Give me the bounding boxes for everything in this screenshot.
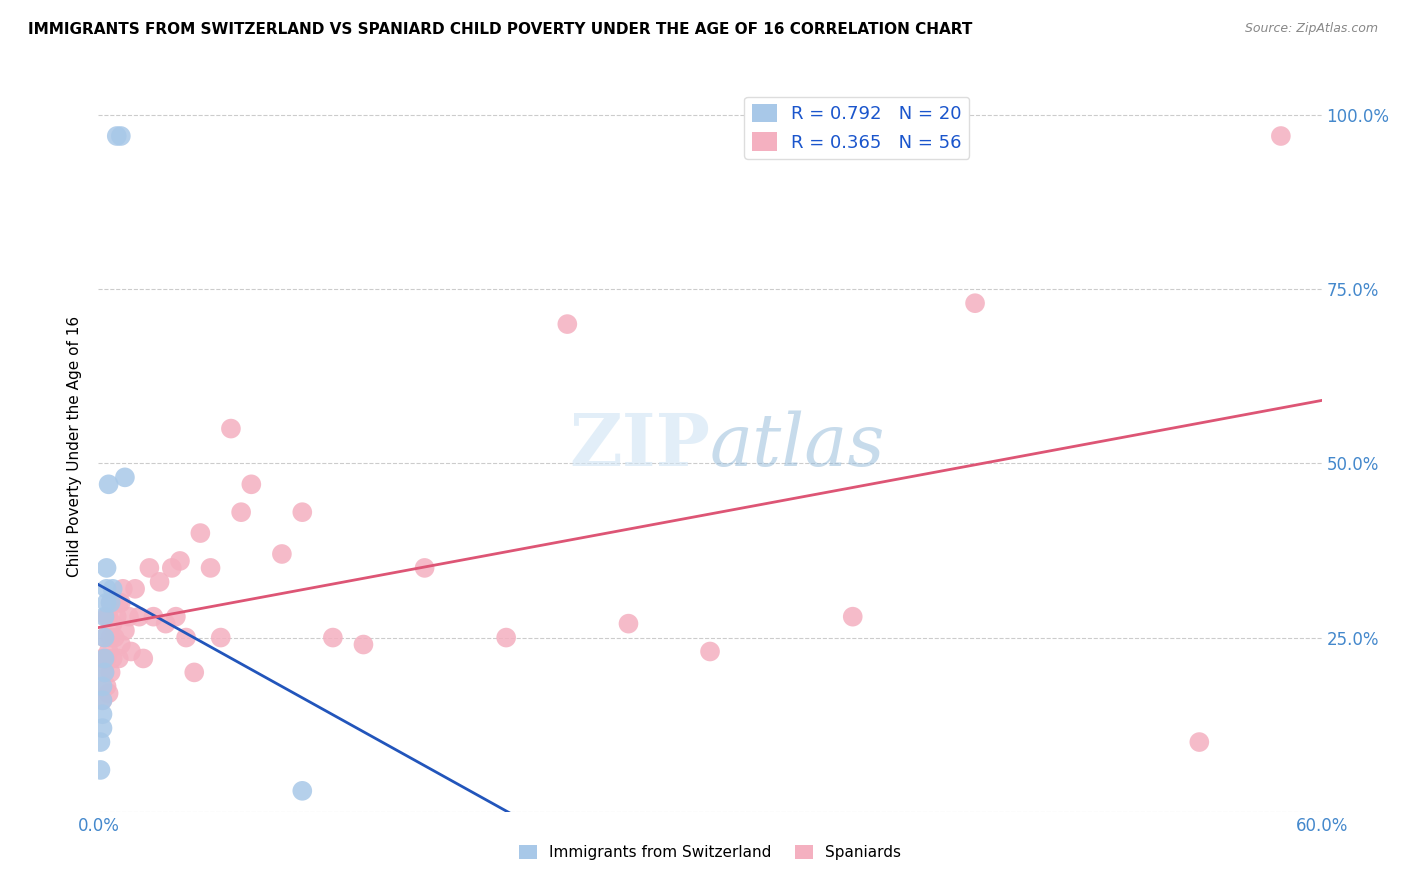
Point <box>100 596 122 610</box>
Point <box>96 582 118 596</box>
Point <box>138 561 160 575</box>
Point <box>291 505 314 519</box>
Point <box>97 609 120 624</box>
Point <box>93 609 115 624</box>
Point <box>105 128 128 143</box>
Point <box>101 651 124 665</box>
Text: ZIP: ZIP <box>569 410 710 482</box>
Point <box>111 582 134 596</box>
Point <box>108 596 131 610</box>
Point <box>93 665 115 680</box>
Point <box>160 561 183 575</box>
Point <box>132 651 155 665</box>
Point <box>100 596 122 610</box>
Point <box>110 128 132 143</box>
Point <box>155 616 177 631</box>
Point <box>200 561 222 575</box>
Point <box>169 554 191 568</box>
Point <box>91 693 114 707</box>
Point <box>322 631 344 645</box>
Point <box>108 651 131 665</box>
Point <box>97 477 120 491</box>
Point <box>841 609 863 624</box>
Point <box>219 421 242 435</box>
Point <box>89 763 111 777</box>
Point <box>97 686 120 700</box>
Point <box>91 651 114 665</box>
Point <box>188 526 212 541</box>
Point <box>965 296 987 310</box>
Text: IMMIGRANTS FROM SWITZERLAND VS SPANIARD CHILD POVERTY UNDER THE AGE OF 16 CORREL: IMMIGRANTS FROM SWITZERLAND VS SPANIARD … <box>28 22 973 37</box>
Point <box>291 784 314 798</box>
Point <box>174 631 197 645</box>
Point <box>120 644 142 658</box>
Point <box>104 631 127 645</box>
Point <box>96 651 118 665</box>
Point <box>124 582 146 596</box>
Point <box>101 582 124 596</box>
Point <box>114 470 136 484</box>
Point <box>91 721 114 735</box>
Point <box>93 651 115 665</box>
Point <box>352 638 374 652</box>
Point <box>557 317 579 331</box>
Point <box>97 644 120 658</box>
Point <box>183 665 205 680</box>
Point <box>240 477 263 491</box>
Point <box>96 609 118 624</box>
Point <box>1270 128 1292 143</box>
Point <box>118 609 141 624</box>
Point <box>149 574 172 589</box>
Point <box>128 609 150 624</box>
Point <box>699 644 721 658</box>
Point <box>91 707 114 722</box>
Y-axis label: Child Poverty Under the Age of 16: Child Poverty Under the Age of 16 <box>67 316 83 576</box>
Point <box>413 561 436 575</box>
Point <box>105 609 128 624</box>
Point <box>142 609 165 624</box>
Point <box>110 638 132 652</box>
Point <box>231 505 253 519</box>
Point <box>100 631 122 645</box>
Point <box>89 735 111 749</box>
Point <box>270 547 294 561</box>
Legend: Immigrants from Switzerland, Spaniards: Immigrants from Switzerland, Spaniards <box>513 839 907 866</box>
Point <box>93 631 115 645</box>
Point <box>93 631 115 645</box>
Text: Source: ZipAtlas.com: Source: ZipAtlas.com <box>1244 22 1378 36</box>
Point <box>209 631 232 645</box>
Point <box>91 693 114 707</box>
Text: atlas: atlas <box>710 410 886 482</box>
Point <box>165 609 187 624</box>
Point <box>100 665 122 680</box>
Point <box>110 596 132 610</box>
Point <box>96 596 118 610</box>
Point <box>617 616 640 631</box>
Point <box>495 631 517 645</box>
Point <box>114 624 136 638</box>
Point <box>91 679 114 693</box>
Point <box>96 561 118 575</box>
Point <box>96 679 118 693</box>
Point <box>93 665 115 680</box>
Point <box>101 616 124 631</box>
Point <box>1188 735 1211 749</box>
